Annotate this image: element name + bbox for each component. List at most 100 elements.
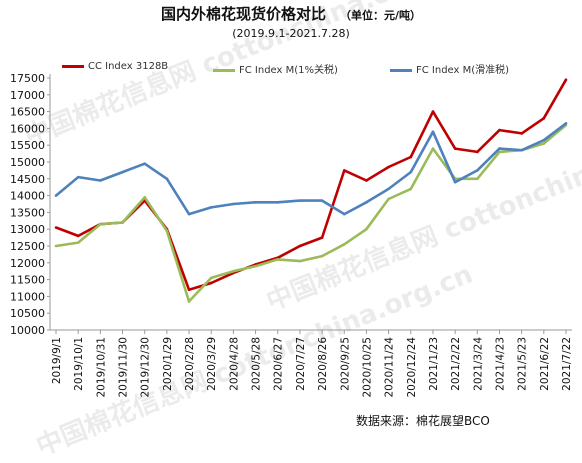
data-point-2 (298, 199, 302, 202)
y-tick-label: 12500 (10, 240, 45, 253)
data-point-0 (498, 128, 501, 132)
data-point-0 (54, 226, 58, 229)
data-point-2 (320, 199, 324, 202)
data-point-0 (387, 165, 390, 169)
data-point-0 (209, 281, 213, 285)
x-tick-label: 2019/10/31 (95, 337, 107, 398)
data-point-1 (209, 276, 213, 280)
data-point-2 (232, 202, 235, 206)
series-line-0 (55, 79, 568, 292)
data-point-0 (187, 288, 191, 291)
data-point-1 (409, 187, 413, 191)
x-tick-label: 2019/10/1 (73, 337, 85, 391)
data-point-2 (187, 212, 191, 216)
y-tick-label: 14000 (10, 190, 45, 203)
legend-swatch (390, 68, 412, 72)
data-point-1 (54, 244, 58, 248)
chart-title: 国内外棉花现货价格对比 （单位：元/吨） (0, 3, 582, 24)
x-tick-label: 2020/11/24 (384, 337, 396, 398)
x-tick-label: 2021/2/22 (450, 337, 462, 391)
legend-label: CC Index 3128B (88, 61, 169, 72)
data-point-2 (99, 179, 102, 182)
series-line-1 (55, 124, 567, 303)
x-tick-label: 2019/9/1 (51, 337, 63, 384)
y-tick-label: 17500 (10, 72, 45, 85)
legend-label: FC Index M(1%关税) (239, 65, 338, 76)
series-line-2 (55, 122, 567, 216)
y-tick-label: 10500 (10, 307, 45, 320)
data-point-2 (254, 201, 257, 204)
data-point-1 (298, 259, 302, 263)
data-point-0 (298, 244, 302, 248)
y-tick-label: 13000 (10, 223, 45, 236)
data-point-0 (564, 78, 568, 81)
data-point-2 (76, 175, 80, 179)
y-tick-label: 15500 (10, 139, 45, 152)
y-tick-label: 16500 (10, 106, 45, 119)
x-tick-label: 2020/6/27 (273, 337, 285, 391)
x-tick-label: 2021/5/23 (517, 337, 529, 391)
data-point-0 (365, 179, 368, 182)
y-tick-label: 12000 (10, 257, 45, 270)
data-point-1 (76, 241, 80, 244)
data-point-2 (121, 170, 124, 174)
data-point-2 (542, 138, 546, 142)
data-point-1 (320, 254, 324, 258)
x-tick-label: 2020/1/29 (162, 337, 174, 391)
x-tick-label: 2021/1/23 (428, 337, 440, 391)
data-point-0 (76, 234, 80, 238)
x-tick-label: 2021/3/24 (472, 337, 484, 391)
data-point-2 (520, 148, 523, 152)
data-point-1 (143, 195, 146, 199)
data-point-2 (365, 201, 368, 204)
y-tick-label: 14500 (10, 173, 45, 186)
data-point-1 (232, 269, 235, 273)
data-point-0 (453, 147, 457, 150)
data-point-1 (476, 177, 479, 181)
x-tick-label: 2021/7/22 (561, 337, 573, 391)
data-point-1 (276, 258, 280, 261)
data-point-0 (431, 110, 435, 113)
data-point-0 (520, 132, 523, 135)
legend-swatch (213, 68, 235, 72)
data-point-2 (431, 130, 435, 134)
data-point-2 (143, 162, 146, 165)
data-point-0 (542, 117, 546, 120)
x-tick-label: 2020/9/25 (339, 337, 351, 391)
chart-title-text: 国内外棉花现货价格对比 (160, 5, 326, 23)
data-point-2 (564, 122, 568, 125)
y-tick-label: 13500 (10, 206, 45, 219)
x-tick-label: 2021/6/22 (539, 337, 551, 391)
x-tick-label: 2020/12/24 (406, 337, 418, 398)
legend-item-fc-index-1pct: FC Index M(1%关税) (213, 61, 338, 76)
x-tick-label: 2019/12/30 (140, 337, 152, 398)
data-point-2 (165, 177, 169, 181)
x-tick-label: 2021/4/23 (494, 337, 506, 391)
data-point-2 (209, 206, 213, 209)
x-tick-label: 2020/10/25 (361, 337, 373, 398)
x-tick-label: 2020/7/27 (295, 337, 307, 391)
data-point-1 (165, 229, 169, 233)
legend-item-fc-index-sliding: FC Index M(滑准税) (390, 61, 509, 76)
data-point-2 (387, 187, 390, 191)
data-point-1 (387, 197, 390, 201)
legend-item-cc-index: CC Index 3128B (62, 61, 168, 72)
x-tick-label: 2019/11/30 (118, 337, 130, 398)
x-tick-label: 2020/8/26 (317, 337, 329, 391)
data-point-2 (276, 201, 280, 204)
data-point-2 (54, 194, 58, 197)
data-point-2 (498, 147, 501, 150)
data-point-1 (365, 227, 368, 231)
x-tick-label: 2020/3/29 (206, 337, 218, 391)
data-point-1 (99, 222, 102, 226)
data-point-1 (342, 243, 346, 246)
y-tick-label: 16000 (10, 122, 45, 135)
data-point-0 (409, 155, 413, 159)
data-point-2 (476, 169, 479, 172)
x-tick-label: 2020/4/28 (228, 337, 240, 391)
legend-swatch (62, 64, 84, 68)
unit-label: （单位：元/吨） (339, 9, 422, 22)
x-tick-label: 2020/2/28 (184, 337, 196, 391)
data-point-1 (542, 142, 546, 145)
data-point-2 (453, 180, 457, 184)
